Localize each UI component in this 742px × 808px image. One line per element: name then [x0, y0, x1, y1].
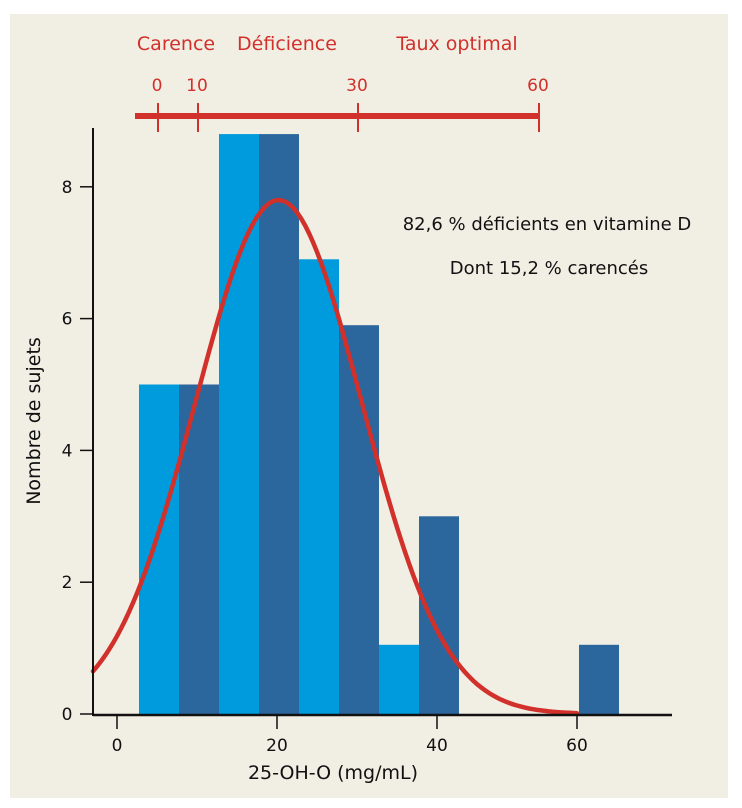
x-tick-label: 0 [112, 736, 123, 756]
histogram-bar [139, 384, 179, 714]
histogram-bar [299, 259, 339, 714]
histogram-bar [419, 516, 459, 714]
scale-tick-label: 10 [186, 76, 208, 96]
normal-fit-curve [90, 197, 580, 716]
histogram-bar [579, 644, 619, 714]
scale-tick-label: 60 [527, 76, 549, 96]
y-ticks: 0 2 4 6 8 [62, 178, 93, 725]
y-axis-label: Nombre de sujets [23, 337, 45, 505]
reference-scale: Carence Déficience Taux optimal 0 10 30 … [135, 33, 549, 132]
y-tick-label: 0 [62, 705, 73, 725]
histogram-bar [219, 134, 259, 714]
scale-category-carence: Carence [137, 33, 215, 55]
scale-category-taux-optimal: Taux optimal [395, 33, 517, 55]
annotation-carence: Dont 15,2 % carencés [450, 258, 648, 279]
y-tick-label: 8 [62, 178, 73, 198]
x-axis-label: 25-OH-O (mg/mL) [248, 762, 418, 784]
x-ticks: 0 20 40 60 [112, 715, 588, 756]
scale-category-deficience: Déficience [237, 33, 337, 55]
scale-tick-label: 30 [346, 76, 368, 96]
y-tick-label: 2 [62, 573, 73, 593]
x-tick-label: 20 [266, 736, 288, 756]
histogram-bar [259, 134, 299, 714]
annotation-deficient: 82,6 % déficients en vitamine D [403, 214, 692, 235]
scale-tick-label: 0 [152, 76, 163, 96]
y-tick-label: 4 [62, 441, 73, 461]
x-tick-label: 40 [426, 736, 448, 756]
y-tick-label: 6 [62, 310, 73, 330]
histogram-bar [379, 644, 419, 714]
x-tick-label: 60 [566, 736, 588, 756]
